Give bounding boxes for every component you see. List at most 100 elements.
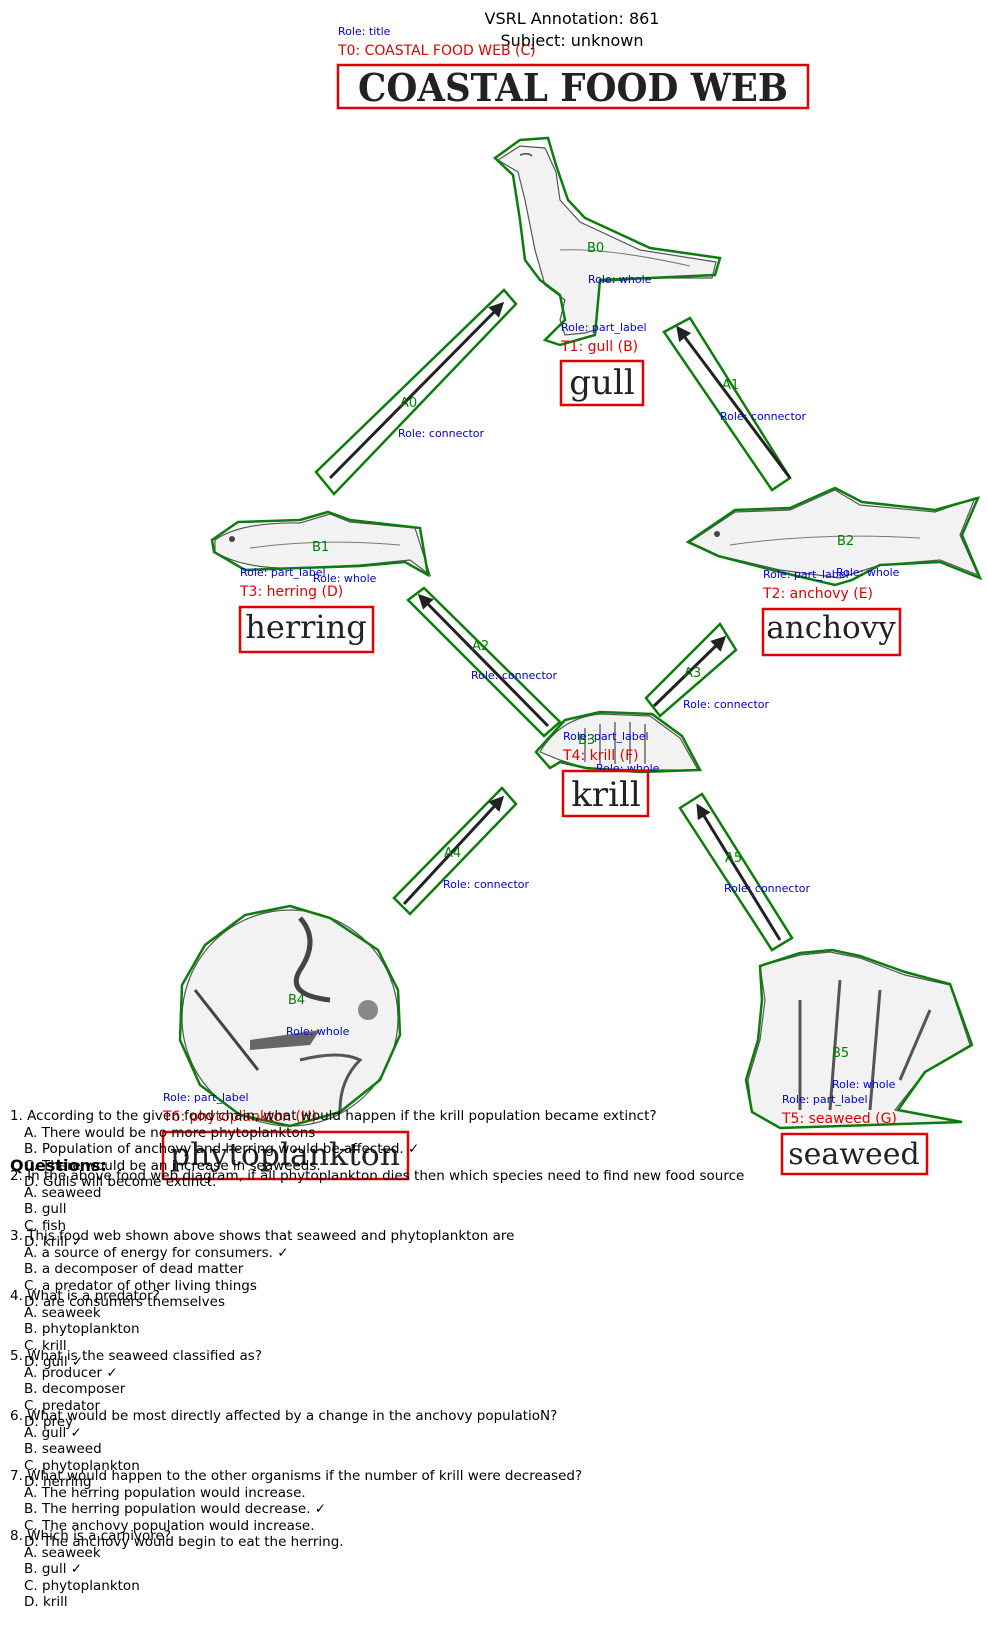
header-title: VSRL Annotation: 861 <box>485 9 660 28</box>
t0-box <box>336 63 810 110</box>
option: A. gull ✓ <box>24 1424 82 1441</box>
b2-id: B2 <box>837 534 854 549</box>
question-2: 2. In the above food web diagram, if all… <box>10 1168 744 1251</box>
b2-role: Role: whole <box>836 566 900 579</box>
a2-role: Role: connector <box>471 669 557 682</box>
t4-box <box>561 769 650 818</box>
t4-word: krill <box>571 775 640 815</box>
option: B. Population of anchovy and herring wou… <box>24 1141 420 1157</box>
blob-b4-phytoplankton: B4 Role: whole <box>178 904 402 1128</box>
option: B. phytoplankton <box>24 1321 140 1337</box>
b4-id: B4 <box>288 993 305 1008</box>
option: C. predator <box>24 1397 101 1414</box>
text-t1-gull: Role: part_label T1: gull (B) gull <box>559 321 647 407</box>
option: A. seaweed <box>24 1184 102 1201</box>
t3-role: Role: part_label <box>240 566 326 579</box>
t6-box <box>161 1130 410 1181</box>
question-text: 7. What would happen to the other organi… <box>10 1468 583 1484</box>
a3-id: A3 <box>684 666 701 681</box>
arrow-a3: A3 Role: connector <box>644 621 769 718</box>
questions-heading: Questions: <box>10 1156 107 1175</box>
option: B. a decomposer of dead matter <box>24 1261 244 1277</box>
question-text: 8. Which is a carnivore? <box>10 1528 172 1544</box>
t6-tag: T6: phytoplankton (H) <box>162 1109 317 1125</box>
a5-id: A5 <box>725 851 742 866</box>
b4-polygon <box>178 904 402 1128</box>
text-t0-title: Role: title T0: COASTAL FOOD WEB (C) COA… <box>336 25 810 110</box>
a1-polygon <box>662 316 792 492</box>
a4-polygon <box>392 786 518 916</box>
t2-tag: T2: anchovy (E) <box>762 586 873 602</box>
question-4: 4. What is a predator? A. seaweek B. phy… <box>10 1288 160 1371</box>
option: C. fish <box>24 1217 67 1234</box>
b1-role: Role: whole <box>313 572 377 585</box>
t0-word: COASTAL FOOD WEB <box>358 65 788 110</box>
option: C. The anchovy population would increase… <box>24 1517 315 1534</box>
t1-box <box>559 359 645 407</box>
question-1: 1. According to the given food chain, wh… <box>10 1108 657 1191</box>
text-t2-anchovy: Role: part_label T2: anchovy (E) anchovy <box>761 568 902 657</box>
blob-b2-anchovy: B2 Role: whole <box>685 486 983 587</box>
a2-line <box>417 593 550 728</box>
option: C. krill <box>24 1337 67 1354</box>
option: D. prey <box>24 1414 74 1430</box>
b3-polygon <box>534 710 703 774</box>
option: B. gull <box>24 1201 67 1217</box>
blob-b1-herring: B1 Role: whole <box>210 510 432 585</box>
a4-line <box>402 795 505 906</box>
t0-tag: T0: COASTAL FOOD WEB (C) <box>337 43 536 59</box>
b1-polygon <box>210 510 430 578</box>
option: B. decomposer <box>24 1381 126 1397</box>
b1-id: B1 <box>312 540 329 555</box>
t4-tag: T4: krill (F) <box>562 748 639 764</box>
a5-role: Role: connector <box>724 882 810 895</box>
a4-id: A4 <box>444 846 461 861</box>
option: A. seaweek <box>24 1544 101 1561</box>
option: D. krill <box>24 1594 68 1610</box>
option: B. gull ✓ <box>24 1561 83 1577</box>
question-7: 7. What would happen to the other organi… <box>10 1468 582 1551</box>
a0-id: A0 <box>400 396 417 411</box>
herring-drawing <box>214 513 432 577</box>
blob-b5-seaweed: B5 Role: whole <box>744 948 974 1130</box>
arrow-a1: A1 Role: connector <box>662 316 806 492</box>
question-text: 1. According to the given food chain, wh… <box>10 1108 657 1124</box>
t6-role: Role: part_label <box>163 1091 249 1104</box>
text-t3-herring: Role: part_label T3: herring (D) herring <box>238 566 375 654</box>
t2-word: anchovy <box>766 610 896 646</box>
option: D. are consumers themselves <box>24 1294 225 1310</box>
a1-id: A1 <box>722 378 739 393</box>
b5-id: B5 <box>832 1046 849 1061</box>
arrow-a0: A0 Role: connector <box>314 288 518 496</box>
t2-role: Role: part_label <box>763 568 849 581</box>
t0-role: Role: title <box>338 25 391 38</box>
question-3: 3. This food web shown above shows that … <box>10 1228 514 1311</box>
b3-id: B3 <box>578 733 595 748</box>
option: B. The herring population would decrease… <box>24 1501 327 1517</box>
t5-role: Role: part_label <box>782 1093 868 1106</box>
option: B. seaweed <box>24 1441 102 1457</box>
arrow-a5: A5 Role: connector <box>678 792 810 952</box>
a3-polygon <box>644 621 738 718</box>
text-t4-krill: Role: part_label T4: krill (F) krill <box>561 730 650 818</box>
t3-word: herring <box>245 608 366 646</box>
blob-b0-gull: B0 Role: whole <box>493 136 722 347</box>
b0-role: Role: whole <box>588 273 652 286</box>
t1-word: gull <box>569 363 634 403</box>
question-5: 5. What is the seaweed classified as? A.… <box>10 1348 262 1431</box>
t6-word: phytoplankton <box>170 1137 400 1173</box>
a3-role: Role: connector <box>683 698 769 711</box>
b2-polygon <box>685 486 983 587</box>
option: D. gull ✓ <box>24 1354 84 1370</box>
b4-role: Role: whole <box>286 1025 350 1038</box>
question-text: 6. What would be most directly affected … <box>10 1408 558 1424</box>
text-t6-phytoplankton: Role: part_label T6: phytoplankton (H) p… <box>161 1091 410 1181</box>
option: A. producer ✓ <box>24 1364 118 1381</box>
anchovy-drawing <box>688 489 980 579</box>
b0-id: B0 <box>587 241 604 256</box>
arrow-a2: A2 Role: connector <box>406 586 562 738</box>
b5-role: Role: whole <box>832 1078 896 1091</box>
header-subject: Subject: unknown <box>501 31 644 50</box>
